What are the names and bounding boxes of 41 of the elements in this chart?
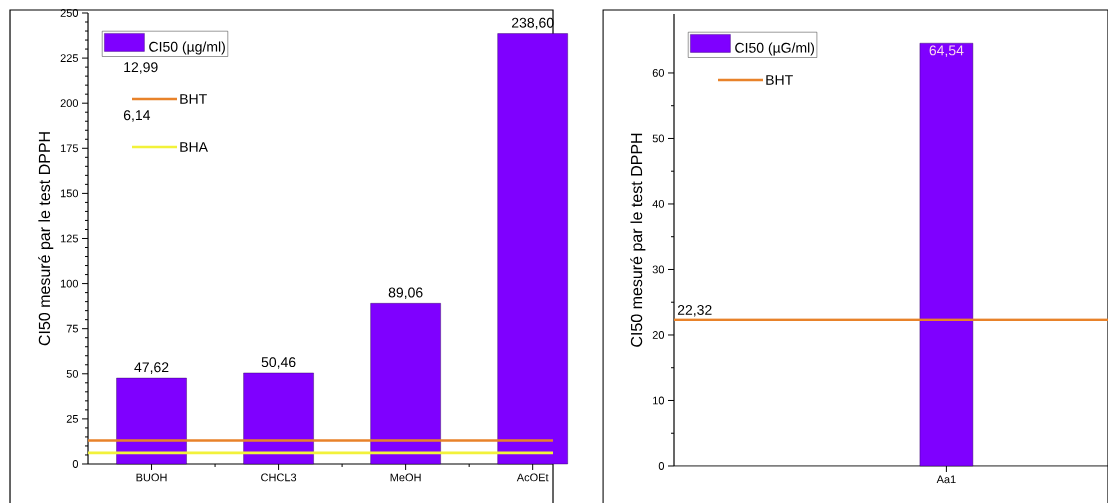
y-tick-label: 75: [66, 324, 79, 333]
bar: [116, 377, 187, 465]
y-tick-label: 200: [60, 99, 79, 108]
y-tick-label: 50: [652, 134, 665, 143]
y-axis-title: CI50 mesuré par le test DPPH: [38, 132, 54, 346]
legend-label: CI50 (µG/ml): [735, 42, 815, 56]
data-label: 89,06: [388, 287, 423, 300]
x-tick-label: Aa1: [936, 475, 956, 484]
y-tick-label: 0: [658, 462, 665, 470]
bar: [370, 303, 441, 465]
y-tick-label: 10: [653, 396, 665, 405]
y-tick-label: 250: [60, 9, 79, 17]
x-tick-label: BUOH: [136, 473, 167, 482]
legend-label: BHT: [180, 94, 207, 104]
y-tick-label: 60: [652, 69, 665, 77]
bar: [497, 33, 568, 465]
data-label: 64,54: [929, 45, 964, 57]
y-tick-label: 0: [72, 460, 79, 468]
legend-label: BHT: [766, 75, 793, 85]
x-tick-label: MeOH: [390, 473, 421, 482]
bar: [243, 372, 314, 465]
y-tick-label: 100: [60, 279, 79, 288]
y-tick-label: 40: [652, 200, 665, 208]
annotation: 22,32: [677, 305, 712, 317]
y-tick-label: 175: [60, 144, 79, 153]
legend-label: BHA: [180, 142, 208, 152]
x-tick-label: CHCL3: [261, 473, 297, 482]
y-tick-label: 225: [60, 54, 79, 62]
x-tick-label: AcOEt: [516, 473, 549, 482]
y-tick-label: 30: [652, 265, 665, 274]
y-tick-label: 20: [652, 331, 665, 339]
y-tick-label: 150: [60, 189, 79, 198]
annotation: 12,99: [124, 62, 158, 74]
y-axis-title: CI50 mesuré par le test DPPH: [630, 133, 646, 347]
legend-label: CI50 (µg/ml): [149, 41, 225, 55]
y-tick-label: 50: [66, 369, 79, 378]
data-label: 47,62: [134, 362, 169, 374]
data-label: 50,46: [261, 357, 296, 369]
y-tick-label: 25: [66, 415, 79, 423]
annotation: 6,14: [123, 110, 151, 122]
y-tick-label: 125: [60, 234, 79, 243]
